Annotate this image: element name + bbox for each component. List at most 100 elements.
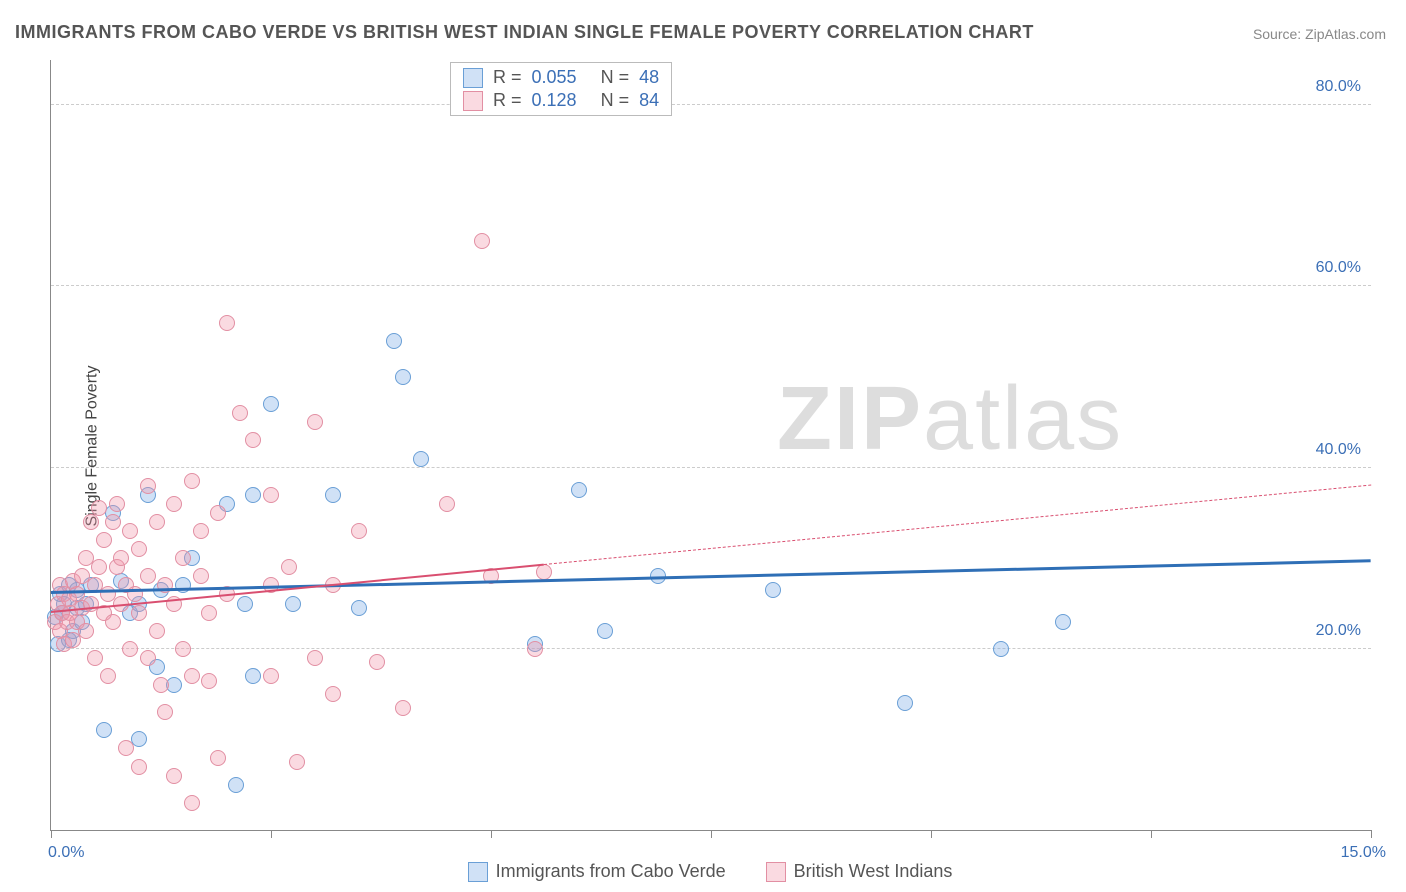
scatter-point [395,700,411,716]
trend-line [51,560,1371,595]
scatter-point [149,623,165,639]
scatter-point [245,487,261,503]
scatter-point [184,795,200,811]
scatter-point [113,550,129,566]
scatter-point [201,673,217,689]
r-value: 0.055 [532,67,577,88]
scatter-point [140,650,156,666]
scatter-point [149,514,165,530]
scatter-point [175,641,191,657]
scatter-point [193,568,209,584]
scatter-point [166,496,182,512]
y-tick-label: 80.0% [1316,78,1361,96]
scatter-point [105,514,121,530]
scatter-point [307,650,323,666]
scatter-point [201,605,217,621]
legend-item: Immigrants from Cabo Verde [468,861,726,882]
n-label: N = [601,90,630,111]
scatter-point [118,740,134,756]
scatter-point [263,396,279,412]
scatter-point [131,759,147,775]
r-value: 0.128 [532,90,577,111]
scatter-point [765,582,781,598]
gridline [51,285,1371,286]
x-tick [711,830,712,838]
scatter-point [131,541,147,557]
scatter-point [131,605,147,621]
legend-row: R = 0.128 N = 84 [463,90,659,111]
r-label: R = [493,90,522,111]
scatter-point [245,668,261,684]
scatter-point [96,532,112,548]
scatter-point [325,487,341,503]
scatter-point [122,523,138,539]
watermark: ZIPatlas [777,368,1123,471]
trend-line [544,485,1371,565]
legend-swatch [463,91,483,111]
scatter-point [87,650,103,666]
scatter-point [210,750,226,766]
scatter-point [395,369,411,385]
scatter-point [184,668,200,684]
scatter-point [351,600,367,616]
legend-row: R =0.055N =48 [463,67,659,88]
source-label: Source: ZipAtlas.com [1253,26,1386,42]
scatter-point [897,695,913,711]
x-tick [931,830,932,838]
gridline [51,104,1371,105]
scatter-point [184,473,200,489]
x-tick [271,830,272,838]
scatter-point [175,550,191,566]
chart-title: IMMIGRANTS FROM CABO VERDE VS BRITISH WE… [15,22,1034,43]
scatter-point [597,623,613,639]
n-value: 48 [639,67,659,88]
scatter-point [369,654,385,670]
legend-swatch [468,862,488,882]
n-label: N = [601,67,630,88]
scatter-point [210,505,226,521]
scatter-point [307,414,323,430]
scatter-point [1055,614,1071,630]
scatter-point [157,704,173,720]
scatter-point [140,478,156,494]
scatter-point [193,523,209,539]
scatter-point [289,754,305,770]
scatter-point [527,641,543,657]
scatter-point [109,496,125,512]
legend-item: British West Indians [766,861,953,882]
scatter-point [386,333,402,349]
y-tick-label: 40.0% [1316,441,1361,459]
scatter-point [228,777,244,793]
scatter-point [351,523,367,539]
scatter-point [285,596,301,612]
x-tick [1371,830,1372,838]
x-axis-min-label: 0.0% [48,844,84,862]
scatter-point [78,623,94,639]
gridline [51,467,1371,468]
scatter-point [993,641,1009,657]
scatter-point [263,487,279,503]
scatter-point [439,496,455,512]
scatter-point [474,233,490,249]
scatter-point [122,641,138,657]
scatter-point [153,677,169,693]
scatter-point [536,564,552,580]
scatter-point [91,500,107,516]
scatter-point [166,768,182,784]
x-axis-max-label: 15.0% [1341,844,1386,862]
x-tick [1151,830,1152,838]
scatter-point [325,686,341,702]
scatter-point [105,614,121,630]
legend-swatch [463,68,483,88]
n-value: 84 [639,90,659,111]
plot-area: ZIPatlas 20.0%40.0%60.0%80.0% [50,60,1371,831]
x-tick [51,830,52,838]
y-tick-label: 60.0% [1316,259,1361,277]
legend-swatch [766,862,786,882]
scatter-point [175,577,191,593]
scatter-point [91,559,107,575]
legend-label: Immigrants from Cabo Verde [496,861,726,882]
gridline [51,648,1371,649]
scatter-point [219,315,235,331]
scatter-point [245,432,261,448]
